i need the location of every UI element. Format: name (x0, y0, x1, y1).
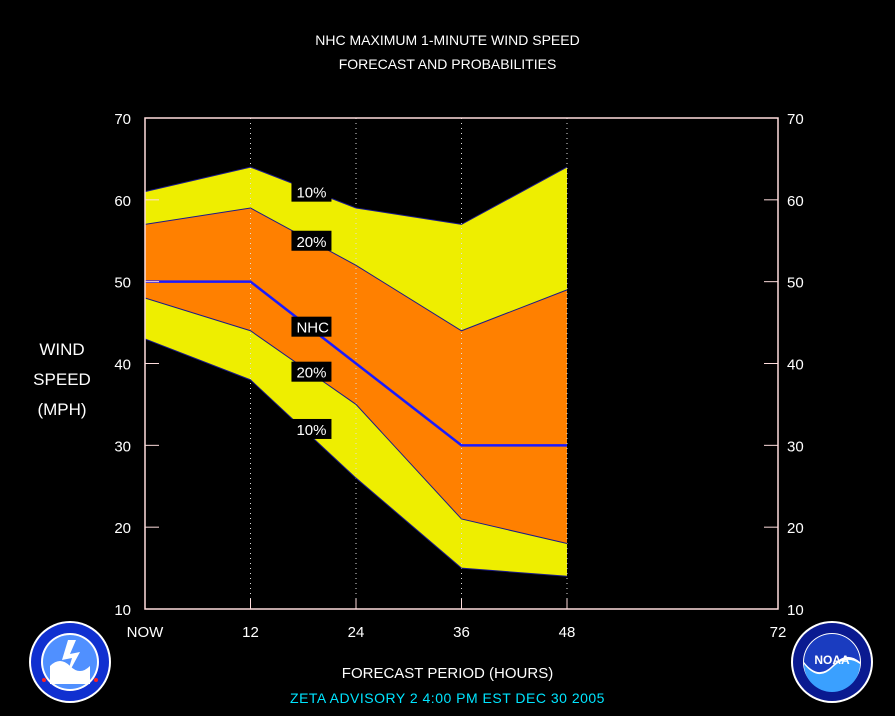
y-tick-label-right: 50 (787, 275, 804, 292)
x-tick-label: 36 (453, 624, 470, 641)
band-label: 20% (296, 234, 326, 251)
band-label-box (291, 181, 332, 202)
noaa-logo: NOAA (791, 621, 873, 703)
noaa-logo-text: NOAA (814, 653, 850, 667)
y-tick-label-left: 10 (114, 602, 131, 619)
y-axis-label-line2: SPEED (33, 370, 91, 389)
chart-title-line1: NHC MAXIMUM 1-MINUTE WIND SPEED (315, 32, 580, 48)
chart-title-line2: FORECAST AND PROBABILITIES (338, 56, 557, 72)
x-tick-label: 24 (348, 624, 365, 641)
y-tick-label-right: 70 (787, 111, 804, 128)
y-tick-label-right: 30 (787, 438, 804, 455)
band-label-box (291, 361, 332, 382)
band-20-percent (145, 208, 567, 544)
upper-10-line (144, 166, 568, 225)
y-tick-label-left: 20 (114, 520, 131, 537)
y-tick-label-right: 10 (787, 602, 804, 619)
band-label: 10% (296, 185, 326, 202)
x-axis-label: FORECAST PERIOD (HOURS) (341, 665, 554, 682)
x-tick-label: 12 (242, 624, 259, 641)
lower-20-line (144, 297, 568, 545)
band-label-box (291, 230, 332, 251)
x-tick-label: 48 (559, 624, 576, 641)
y-tick-label-left: 40 (114, 357, 131, 374)
advisory-footer: ZETA ADVISORY 2 4:00 PM EST DEC 30 2005 (290, 690, 605, 706)
y-axis-label-line1: WIND (39, 340, 85, 359)
y-tick-label-left: 50 (114, 275, 131, 292)
y-tick-label-right: 40 (787, 357, 804, 374)
band-label: 20% (296, 365, 326, 382)
upper-20-line (144, 207, 568, 332)
x-tick-label: 72 (770, 624, 787, 641)
band-label: NHC (296, 320, 329, 337)
band-label-box (291, 418, 332, 439)
y-tick-label-left: 70 (114, 111, 131, 128)
y-tick-label-right: 20 (787, 520, 804, 537)
y-axis-label-line3: (MPH) (37, 400, 87, 419)
lower-10-line (144, 338, 568, 577)
nws-logo (29, 621, 111, 703)
y-tick-label-left: 60 (114, 193, 131, 210)
y-tick-label-right: 60 (787, 193, 804, 210)
x-tick-label: NOW (127, 624, 165, 641)
y-tick-label-left: 30 (114, 438, 131, 455)
band-label: 10% (296, 422, 326, 439)
nhc-forecast-line (145, 280, 567, 447)
band-label-box (291, 316, 332, 337)
